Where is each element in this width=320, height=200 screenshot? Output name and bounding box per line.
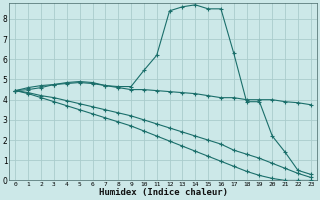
X-axis label: Humidex (Indice chaleur): Humidex (Indice chaleur): [99, 188, 228, 197]
